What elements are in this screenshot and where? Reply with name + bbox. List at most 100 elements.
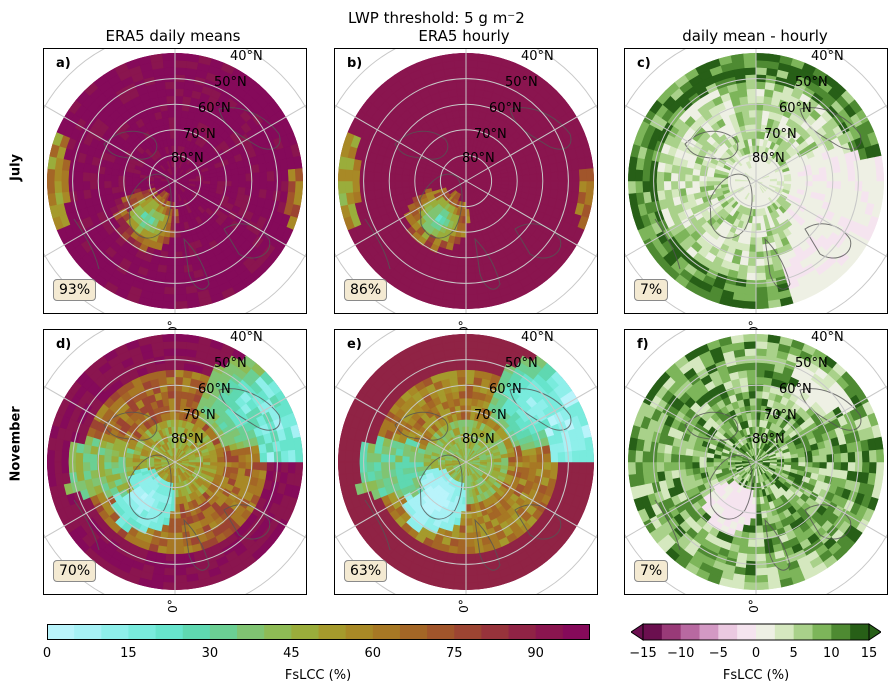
- map-panel-f: f) 40°N 50°N 60°N 70°N 80°N 7%: [624, 329, 888, 595]
- meridian-label: 0°: [746, 599, 761, 613]
- lat-label: 50°N: [505, 356, 538, 371]
- polar-map: [335, 330, 597, 594]
- panel-label: f): [637, 337, 649, 352]
- map-panel-e: e) 40°N 50°N 60°N 70°N 80°N 63%: [334, 329, 598, 595]
- lat-label: 70°N: [474, 408, 507, 423]
- lat-label: 60°N: [489, 101, 522, 116]
- lat-label: 40°N: [811, 330, 844, 345]
- colorbar-tick-label: 5: [789, 646, 798, 661]
- lat-label: 80°N: [462, 432, 495, 447]
- fraction-box: 7%: [634, 279, 669, 301]
- colorbar-difference-gradient: [630, 623, 882, 641]
- graticule: [625, 49, 887, 313]
- colorbar-swatch: [508, 624, 537, 640]
- colorbar-swatch: [562, 624, 591, 640]
- data-field: [47, 334, 303, 590]
- colorbar-difference: [630, 622, 882, 642]
- lat-label: 70°N: [183, 127, 216, 142]
- meridian-label: 0°: [165, 599, 180, 613]
- map-panel-d: d) 40°N 50°N 60°N 70°N 80°N 70%: [43, 329, 307, 595]
- lat-label: 50°N: [214, 75, 247, 90]
- colorbar-tick-label: 45: [283, 646, 300, 661]
- colorbar-swatch: [318, 624, 347, 640]
- column-title-hourly: ERA5 hourly: [418, 27, 510, 45]
- graticule: [44, 49, 306, 313]
- colorbar-tick-label: 10: [823, 646, 840, 661]
- colorbar-swatch: [737, 624, 757, 640]
- colorbar-swatch: [831, 624, 851, 640]
- fraction-box: 63%: [344, 560, 388, 582]
- colorbar-swatch: [756, 624, 776, 640]
- map-panel-c: c) 40°N 50°N 60°N 70°N 80°N 7%: [624, 48, 888, 314]
- lat-label: 40°N: [811, 49, 844, 64]
- colorbar-extend-min: [630, 623, 644, 641]
- colorbar-tick-label: 30: [201, 646, 219, 661]
- colorbar-swatch: [661, 624, 682, 640]
- colorbar-swatch: [182, 624, 211, 640]
- lat-label: 80°N: [171, 432, 204, 447]
- lat-label: 80°N: [752, 432, 785, 447]
- polar-map: [625, 49, 887, 313]
- lat-label: 40°N: [230, 49, 263, 64]
- colorbar-swatch: [101, 624, 129, 640]
- colorbar-swatch: [481, 624, 510, 640]
- polar-map: [335, 49, 597, 313]
- column-title-daily-means: ERA5 daily means: [105, 27, 241, 45]
- colorbar-swatch: [399, 624, 428, 640]
- colorbar-tick-label: 15: [860, 646, 878, 661]
- colorbar-tick-label: 15: [120, 646, 137, 661]
- colorbar-difference-label: FsLCC (%): [722, 668, 790, 683]
- lat-label: 80°N: [462, 151, 495, 166]
- panel-label: e): [347, 337, 362, 352]
- panel-label: c): [637, 56, 651, 71]
- colorbar-tick-label: 90: [527, 646, 544, 661]
- row-label-november: November: [8, 406, 24, 482]
- colorbar-swatch: [237, 624, 265, 640]
- colorbar-tick-label: 75: [445, 646, 463, 661]
- colorbar-swatch: [850, 624, 870, 640]
- lat-label: 40°N: [521, 49, 554, 64]
- lat-label: 70°N: [764, 408, 797, 423]
- colorbar-extend-max: [868, 623, 882, 641]
- colorbar-swatch: [291, 624, 319, 640]
- fraction-box: 86%: [344, 279, 388, 301]
- colorbar-swatch: [427, 624, 455, 640]
- polar-map: [44, 49, 306, 313]
- figure-title: LWP threshold: 5 g m⁻2: [348, 9, 525, 27]
- fraction-box: 7%: [634, 560, 669, 582]
- lat-label: 50°N: [795, 356, 828, 371]
- meridian-label: 0°: [456, 599, 471, 613]
- map-panel-a: a) 40°N 50°N 60°N 70°N 80°N 93%: [43, 48, 307, 314]
- lat-label: 60°N: [198, 101, 231, 116]
- lat-label: 80°N: [752, 151, 785, 166]
- colorbar-tick-label: 0: [751, 646, 761, 661]
- lat-label: 40°N: [521, 330, 554, 345]
- lat-label: 40°N: [230, 330, 263, 345]
- colorbar-swatch: [454, 624, 482, 640]
- polar-map: [625, 330, 887, 594]
- lat-label: 60°N: [779, 101, 812, 116]
- colorbar-swatch: [372, 624, 401, 640]
- colorbar-swatch: [155, 624, 184, 640]
- map-panel-b: b) 40°N 50°N 60°N 70°N 80°N 86%: [334, 48, 598, 314]
- colorbar-swatch: [264, 624, 292, 640]
- colorbar-swatch: [535, 624, 564, 640]
- colorbar-swatch: [699, 624, 719, 640]
- graticule: [44, 330, 306, 594]
- column-title-difference: daily mean - hourly: [682, 27, 828, 45]
- colorbar-fslcc-label: FsLCC (%): [284, 668, 352, 683]
- lat-label: 70°N: [474, 127, 507, 142]
- colorbar-tick-label: 60: [364, 646, 382, 661]
- lat-label: 60°N: [198, 382, 231, 397]
- lat-label: 50°N: [505, 75, 538, 90]
- lat-label: 50°N: [214, 356, 247, 371]
- colorbar-tick-label: −15: [629, 646, 657, 661]
- polar-map: [44, 330, 306, 594]
- panel-label: d): [56, 337, 72, 352]
- colorbar-tick-label: 0: [42, 646, 52, 661]
- lat-label: 60°N: [779, 382, 812, 397]
- lat-label: 80°N: [171, 151, 204, 166]
- colorbar-fslcc: [47, 624, 591, 640]
- colorbar-swatch: [47, 624, 75, 640]
- lat-label: 50°N: [795, 75, 828, 90]
